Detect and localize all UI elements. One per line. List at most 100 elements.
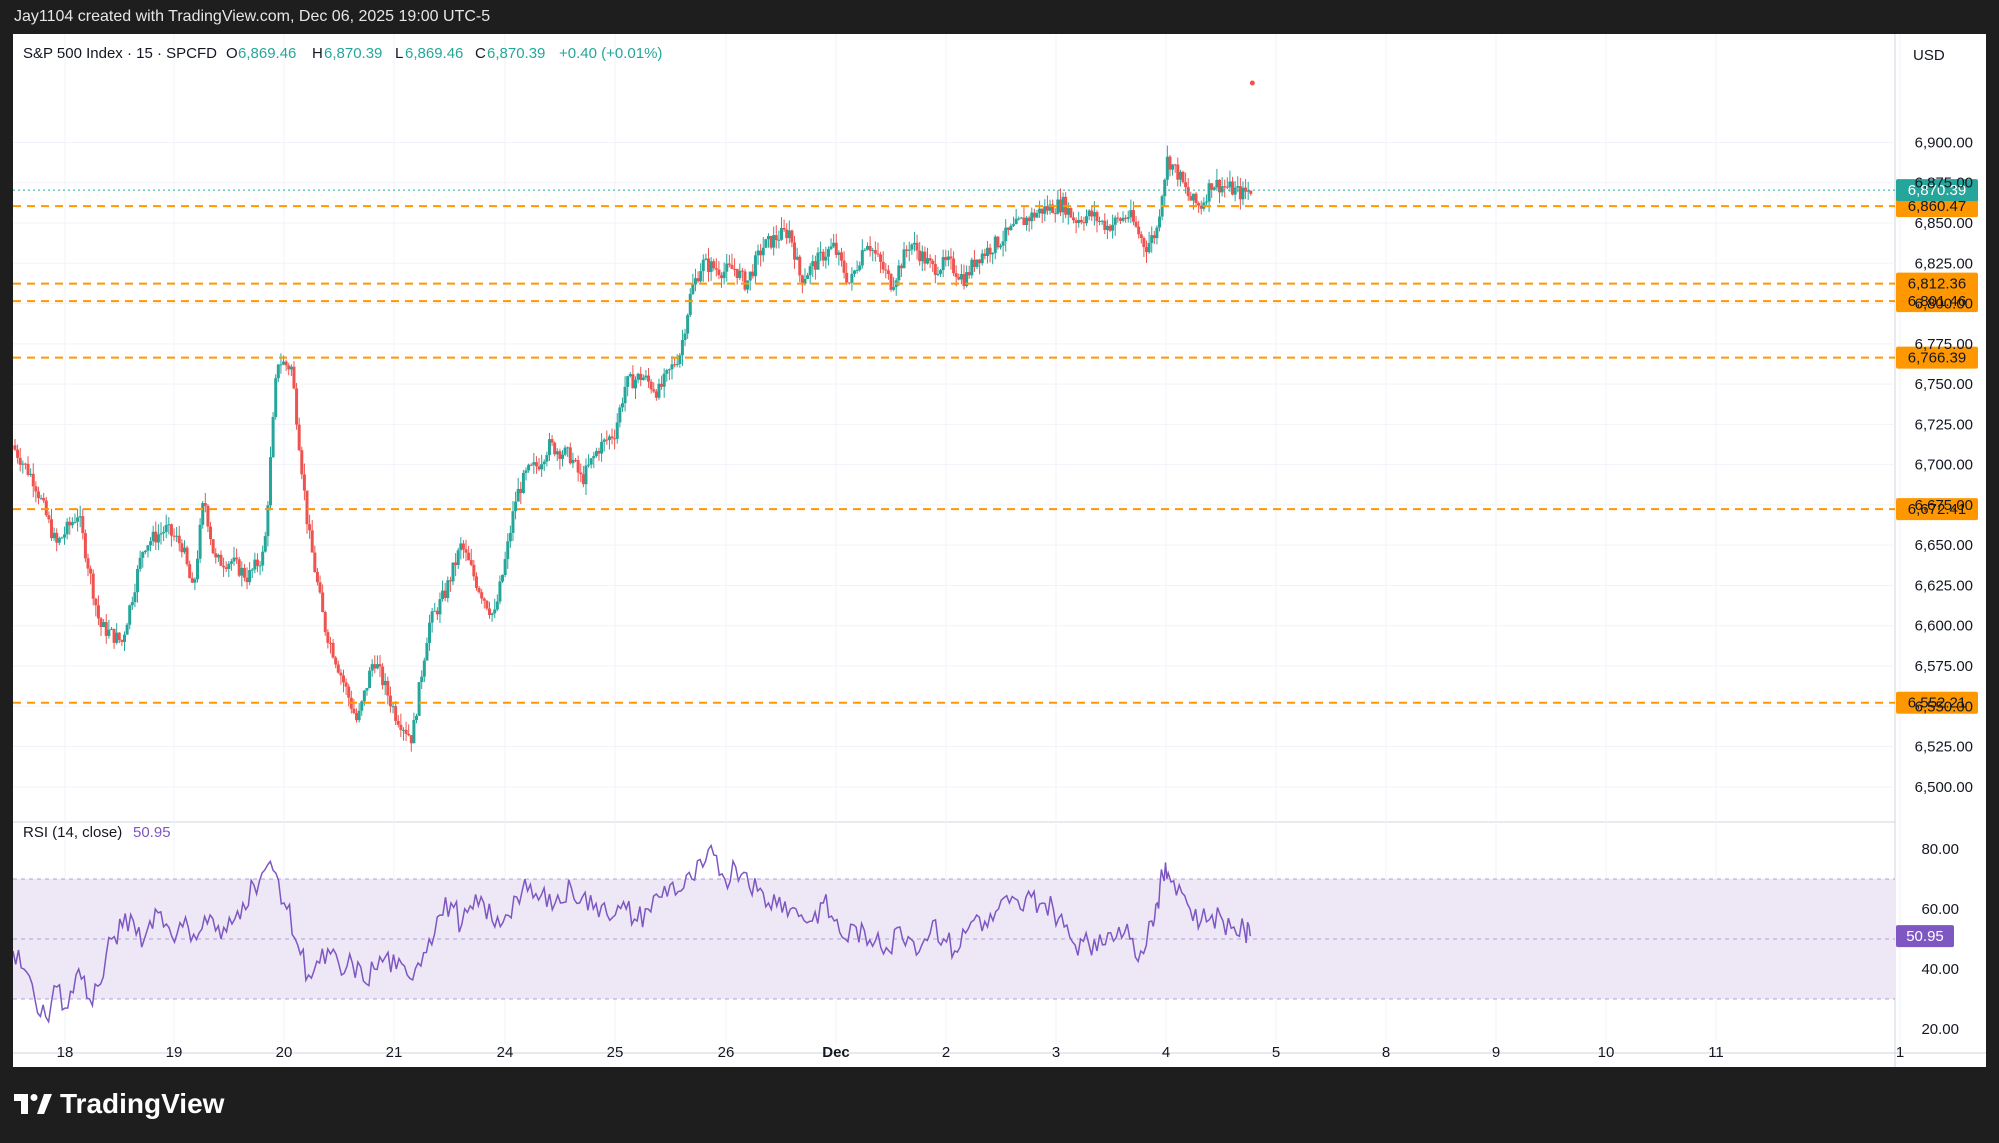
candle-body xyxy=(1163,179,1167,197)
candle-body xyxy=(855,270,859,272)
candle-body xyxy=(946,256,950,261)
support-resistance-levels: 6,860.47 6,812.366,801.46 6,766.39 6,672.41… xyxy=(13,80,1978,714)
candle-body xyxy=(991,252,995,255)
candle-body xyxy=(112,628,116,643)
candle-body xyxy=(678,355,682,365)
candle-body xyxy=(850,273,854,283)
low-value: 6,869.46 xyxy=(405,45,463,62)
candle-body xyxy=(60,537,64,539)
candle-body xyxy=(378,664,382,667)
candle-body xyxy=(881,261,885,270)
candle-body xyxy=(821,251,825,261)
candle-body xyxy=(790,230,794,243)
level-label-bg xyxy=(1896,498,1978,521)
candle-body xyxy=(107,629,111,636)
candle-body xyxy=(490,613,494,616)
time-tick-label: 19 xyxy=(166,1044,183,1061)
candle-body xyxy=(511,511,515,533)
candle-body xyxy=(342,675,345,683)
tradingview-logo[interactable]: TradingView xyxy=(14,1088,224,1120)
candle-body xyxy=(1100,220,1104,222)
chart-svg[interactable]: 6,860.47 6,812.366,801.46 6,766.39 6,672.41… xyxy=(13,34,1986,1067)
candle-body xyxy=(501,574,505,582)
candle-body xyxy=(967,272,971,276)
candle-body xyxy=(550,439,554,443)
time-tick-label: 24 xyxy=(497,1044,514,1061)
candle-body xyxy=(44,500,48,516)
candle-body xyxy=(469,560,473,565)
rsi-value-label-bg xyxy=(1896,925,1954,948)
candle-body xyxy=(456,550,460,566)
level-label-bg xyxy=(1896,691,1978,714)
candle-body xyxy=(428,622,432,644)
candle-body xyxy=(138,557,142,569)
candle-body xyxy=(136,568,140,593)
level-label-bg xyxy=(1896,290,1978,313)
candle-body xyxy=(933,264,937,275)
candle-body xyxy=(276,364,280,379)
candle-body xyxy=(415,715,418,721)
chart-area[interactable]: 6,860.47 6,812.36 6,801.46 6,766.39 6,672.41… xyxy=(13,34,1986,1067)
candle-body xyxy=(1074,220,1078,223)
candle-body xyxy=(923,251,927,264)
candle-body xyxy=(774,235,778,241)
candle-body xyxy=(636,373,640,380)
candle-body xyxy=(73,521,77,523)
candle-body xyxy=(326,632,330,643)
candle-body xyxy=(714,268,718,270)
candle-body xyxy=(156,534,160,543)
candle-body xyxy=(647,375,651,382)
candle-body xyxy=(373,664,377,669)
rsi-value: 50.95 xyxy=(133,824,171,841)
candle-body xyxy=(1061,196,1065,213)
candle-body xyxy=(602,439,606,442)
level-label: 6,552.21 xyxy=(1908,695,1966,712)
candle-body xyxy=(1134,221,1138,227)
candle-body xyxy=(1244,187,1248,192)
price-tick-label: 6,575.00 xyxy=(1915,658,1973,675)
candle-body xyxy=(819,251,823,253)
price-tick-label: 6,525.00 xyxy=(1915,739,1973,756)
candle-body xyxy=(1090,210,1094,217)
candle-body xyxy=(514,501,518,512)
price-tick-label: 6,600.00 xyxy=(1915,618,1973,635)
candle-body xyxy=(1058,199,1062,213)
time-tick-label: 4 xyxy=(1162,1044,1170,1061)
candle-body xyxy=(441,590,445,600)
candle-body xyxy=(696,278,700,282)
candle-body xyxy=(597,450,601,454)
candle-body xyxy=(780,227,783,240)
candle-body xyxy=(422,660,426,677)
candle-body xyxy=(1098,220,1102,222)
candle-body xyxy=(396,720,400,725)
candle-body xyxy=(808,266,812,276)
candle-body xyxy=(216,554,220,558)
currency-label: USD xyxy=(1913,47,1945,64)
tradingview-logo-icon xyxy=(14,1094,52,1114)
candle-body xyxy=(219,554,223,566)
candle-body xyxy=(1194,193,1198,204)
candle-body xyxy=(201,503,205,525)
candle-body xyxy=(712,261,716,269)
candle-body xyxy=(383,680,387,686)
candle-body xyxy=(996,236,1000,248)
candle-body xyxy=(730,264,734,269)
candle-body xyxy=(707,258,710,272)
candle-body xyxy=(1069,208,1073,218)
candle-body xyxy=(889,274,893,290)
candle-body xyxy=(610,436,614,439)
candle-body xyxy=(370,664,374,671)
candle-body xyxy=(897,265,901,281)
candle-body xyxy=(16,449,20,458)
candle-body xyxy=(477,587,481,593)
candle-body xyxy=(1124,217,1128,219)
candle-body xyxy=(644,375,648,378)
candle-body xyxy=(626,376,630,387)
candle-body xyxy=(125,624,129,635)
candle-body xyxy=(214,553,218,558)
candle-body xyxy=(235,557,239,560)
candle-body xyxy=(1155,227,1159,239)
time-tick-label: 3 xyxy=(1052,1044,1060,1061)
candle-body xyxy=(555,451,559,455)
candle-body xyxy=(1048,204,1052,211)
